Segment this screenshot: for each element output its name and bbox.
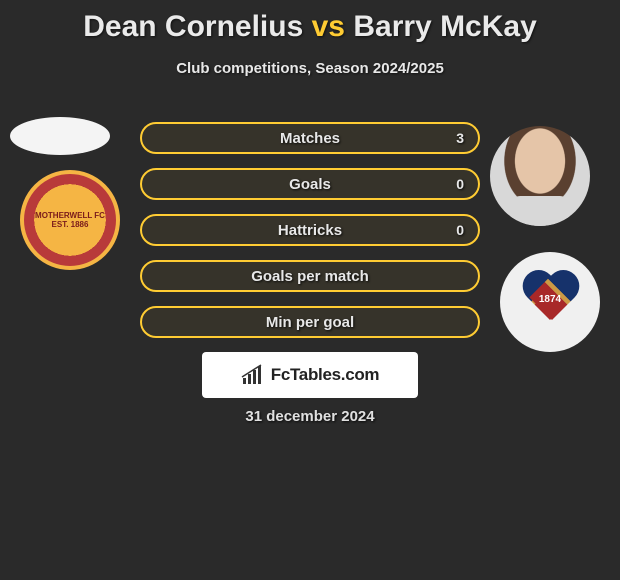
player2-club-crest: 1874 bbox=[500, 252, 600, 352]
stat-label: Min per goal bbox=[266, 314, 354, 331]
stat-value: 0 bbox=[456, 222, 464, 238]
player1-avatar bbox=[10, 117, 110, 155]
brand-text: FcTables.com bbox=[271, 365, 380, 385]
season-subtitle: Club competitions, Season 2024/2025 bbox=[0, 60, 620, 77]
crest-left-text: MOTHERWELL FC EST. 1886 bbox=[35, 211, 105, 229]
stat-row-goals: Goals 0 bbox=[140, 168, 480, 200]
player2-avatar bbox=[490, 126, 590, 226]
snapshot-date: 31 december 2024 bbox=[0, 408, 620, 425]
stat-row-min-per-goal: Min per goal bbox=[140, 306, 480, 338]
stats-list: Matches 3 Goals 0 Hattricks 0 Goals per … bbox=[140, 122, 480, 352]
stat-label: Goals per match bbox=[251, 268, 369, 285]
stat-label: Matches bbox=[280, 130, 340, 147]
player1-name: Dean Cornelius bbox=[83, 10, 303, 43]
vs-label: vs bbox=[312, 10, 345, 43]
stat-row-hattricks: Hattricks 0 bbox=[140, 214, 480, 246]
stat-value: 3 bbox=[456, 130, 464, 146]
stat-label: Goals bbox=[289, 176, 331, 193]
hearts-crest-icon: 1874 bbox=[520, 272, 580, 332]
stat-row-goals-per-match: Goals per match bbox=[140, 260, 480, 292]
player2-name: Barry McKay bbox=[353, 10, 536, 43]
stat-row-matches: Matches 3 bbox=[140, 122, 480, 154]
player1-club-crest: MOTHERWELL FC EST. 1886 bbox=[20, 170, 120, 270]
stat-value: 0 bbox=[456, 176, 464, 192]
stat-label: Hattricks bbox=[278, 222, 342, 239]
brand-attribution: FcTables.com bbox=[202, 352, 418, 398]
bar-chart-icon bbox=[241, 364, 265, 386]
comparison-title: Dean Cornelius vs Barry McKay bbox=[0, 0, 620, 44]
